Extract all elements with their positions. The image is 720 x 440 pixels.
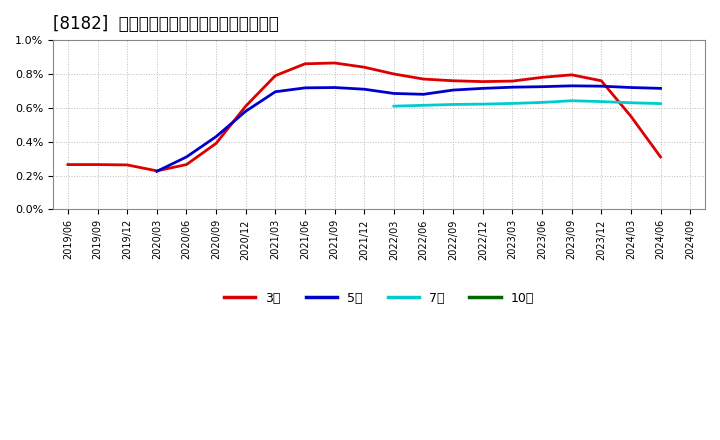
7年: [390, 103, 398, 109]
3年: [123, 162, 132, 168]
5年: [567, 83, 576, 88]
5年: [241, 109, 250, 114]
5年: [626, 85, 635, 90]
3年: [63, 162, 72, 167]
5年: [271, 89, 279, 95]
5年: [538, 84, 546, 89]
Line: 3年: 3年: [68, 63, 660, 171]
5年: [508, 84, 517, 90]
Line: 5年: 5年: [157, 86, 660, 171]
5年: [153, 169, 161, 174]
5年: [656, 86, 665, 91]
7年: [479, 102, 487, 107]
3年: [301, 61, 310, 66]
7年: [419, 103, 428, 108]
3年: [241, 103, 250, 109]
5年: [301, 85, 310, 91]
7年: [626, 100, 635, 106]
3年: [330, 60, 339, 66]
3年: [93, 162, 102, 167]
3年: [153, 168, 161, 173]
3年: [567, 72, 576, 77]
3年: [656, 154, 665, 160]
5年: [449, 88, 457, 93]
3年: [419, 77, 428, 82]
7年: [597, 99, 606, 104]
7年: [567, 98, 576, 103]
3年: [626, 114, 635, 119]
3年: [479, 79, 487, 84]
5年: [390, 91, 398, 96]
3年: [182, 162, 191, 167]
3年: [597, 78, 606, 84]
7年: [449, 102, 457, 107]
Line: 7年: 7年: [394, 101, 660, 106]
7年: [538, 100, 546, 105]
5年: [360, 87, 369, 92]
3年: [360, 65, 369, 70]
3年: [538, 75, 546, 80]
3年: [390, 71, 398, 77]
5年: [330, 85, 339, 90]
5年: [479, 86, 487, 91]
5年: [212, 134, 220, 139]
3年: [449, 78, 457, 84]
Legend: 3年, 5年, 7年, 10年: 3年, 5年, 7年, 10年: [219, 287, 539, 310]
3年: [508, 78, 517, 84]
3年: [271, 73, 279, 78]
5年: [597, 84, 606, 89]
3年: [212, 141, 220, 146]
7年: [508, 101, 517, 106]
7年: [656, 101, 665, 106]
5年: [419, 92, 428, 97]
5年: [182, 154, 191, 160]
Text: [8182]  経常利益マージンの標準偏差の推移: [8182] 経常利益マージンの標準偏差の推移: [53, 15, 279, 33]
